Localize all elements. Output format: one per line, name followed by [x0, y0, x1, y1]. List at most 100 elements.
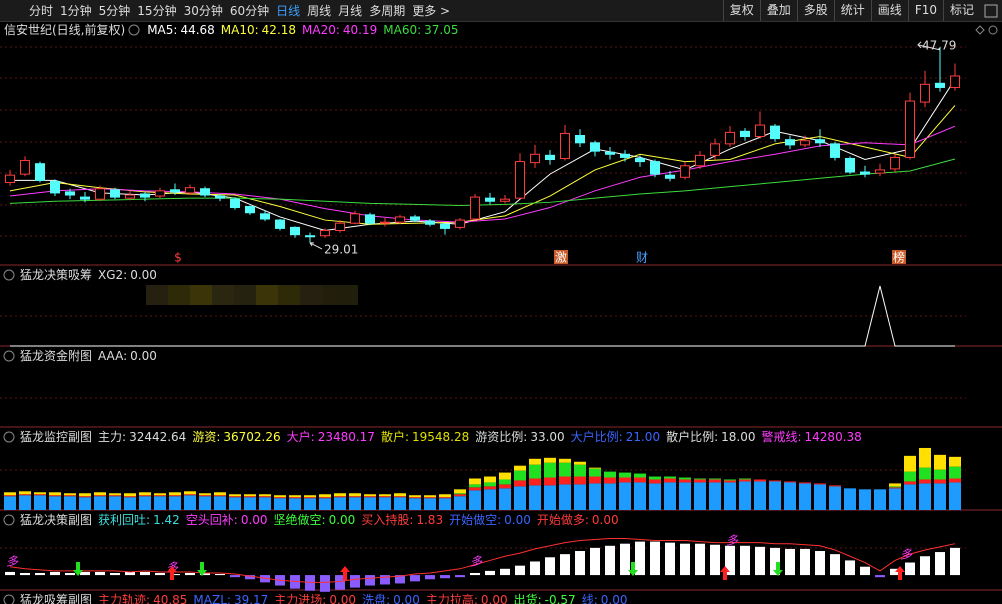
ma-label: MA5: — [147, 23, 178, 37]
monitor-bar — [244, 497, 256, 510]
low-pointer — [309, 242, 323, 250]
monitor-bar — [664, 476, 676, 479]
decision-bar — [815, 551, 825, 576]
monitor-bar — [574, 464, 586, 477]
candle-body — [125, 194, 135, 199]
indicator-label: 空头回补: — [185, 513, 238, 527]
decision-bar — [425, 575, 435, 580]
period-tabs: 分时 1分钟 5分钟 15分钟 30分钟 60分钟 日线 周线 月线 多周期 更多 > — [22, 0, 450, 21]
monitor-bar — [589, 483, 601, 510]
candle-body — [290, 226, 300, 236]
monitor-bar — [649, 479, 661, 484]
monitor-bar — [889, 487, 901, 489]
monitor-bar — [379, 496, 391, 498]
indicator-value: 33.00 — [530, 430, 565, 444]
monitor-bar — [469, 484, 481, 488]
indicator-value: -0.57 — [544, 593, 576, 604]
monitor-bar — [199, 496, 211, 510]
period-tab[interactable]: 1分钟 — [60, 4, 92, 18]
decision-bar — [5, 571, 15, 576]
monitor-bar — [64, 493, 76, 496]
indicator-value: 0.00 — [591, 513, 619, 527]
monitor-bar — [859, 489, 871, 510]
monitor-bar — [289, 495, 301, 498]
candle-body — [860, 171, 870, 175]
decision-bar — [470, 572, 480, 576]
indicator-label: 线: — [581, 593, 598, 604]
monitor-bar — [109, 493, 121, 496]
candle-body — [770, 125, 780, 140]
period-tab[interactable]: 分时 — [29, 4, 54, 18]
decision-bar — [605, 545, 615, 576]
monitor-bar — [904, 481, 916, 485]
circle-icon[interactable] — [988, 25, 998, 35]
decision-bar — [35, 572, 45, 576]
settings-icon[interactable] — [984, 4, 998, 18]
candle-body — [740, 130, 750, 138]
monitor-bar — [529, 464, 541, 479]
decision-bar — [590, 547, 600, 576]
indicator-label: 游资比例: — [475, 430, 528, 444]
period-tab[interactable]: 30分钟 — [183, 4, 223, 18]
monitor-bar — [364, 494, 376, 497]
indicator-value: 32442.64 — [129, 430, 187, 444]
panel-title: 猛龙监控副图 — [20, 430, 93, 444]
tool-button[interactable]: 多股 — [796, 0, 834, 21]
period-tab[interactable]: 日线 — [276, 4, 301, 18]
candle-body — [665, 174, 675, 179]
dropdown-icon[interactable] — [128, 24, 140, 36]
period-tab[interactable]: 月线 — [338, 4, 363, 18]
monitor-bar — [559, 458, 571, 463]
indicator-value: 18.00 — [721, 430, 756, 444]
decision-bar — [920, 556, 930, 576]
tool-button[interactable]: 复权 — [722, 0, 760, 21]
monitor-bar — [349, 493, 361, 497]
high-pointer — [917, 41, 941, 51]
indicator-value: 19548.28 — [412, 430, 470, 444]
monitor-bar — [604, 477, 616, 484]
indicator-value: 36702.26 — [223, 430, 281, 444]
monitor-bar — [439, 498, 451, 510]
period-tab[interactable]: 60分钟 — [229, 4, 270, 18]
monitor-bar — [319, 498, 331, 510]
monitor-bar — [709, 478, 721, 480]
monitor-bar — [919, 447, 931, 468]
period-tab[interactable]: 5分钟 — [98, 4, 131, 18]
period-tab[interactable]: 15分钟 — [137, 4, 177, 18]
monitor-bar — [634, 473, 646, 478]
monitor-bar — [649, 483, 661, 510]
panel-icon — [3, 350, 15, 362]
monitor-bar — [484, 486, 496, 490]
monitor-bar — [784, 481, 796, 483]
monitor-bar — [529, 478, 541, 486]
candle-body — [920, 83, 930, 103]
period-tab[interactable]: 更多 > — [412, 4, 451, 18]
decision-bar — [935, 552, 945, 576]
tool-button[interactable]: 标记 — [942, 0, 980, 21]
monitor-bar — [334, 493, 346, 497]
monitor-bar — [589, 468, 601, 477]
candle-body — [5, 174, 15, 183]
tool-button[interactable]: F10 — [907, 0, 943, 21]
panel-title: 猛龙资金附图 — [20, 349, 93, 363]
candle-body — [485, 197, 495, 202]
monitor-bar — [244, 496, 256, 498]
monitor-bar — [274, 498, 286, 510]
indicator-label: 主力轨迹: — [98, 593, 151, 604]
decision-bar — [290, 575, 300, 589]
monitor-bar — [94, 492, 106, 496]
period-tab[interactable]: 多周期 — [369, 4, 406, 18]
candle-body — [335, 222, 345, 232]
indicator-label: 坚绝做空: — [273, 513, 326, 527]
tool-button[interactable]: 叠加 — [759, 0, 797, 21]
tool-button[interactable]: 画线 — [870, 0, 908, 21]
monitor-bar — [169, 492, 181, 496]
period-tab[interactable]: 周线 — [307, 4, 332, 18]
tool-button[interactable]: 统计 — [833, 0, 871, 21]
monitor-bar — [454, 496, 466, 510]
diamond-icon[interactable] — [975, 25, 985, 35]
indicator-label: 大户比例: — [570, 430, 623, 444]
monitor-bar — [304, 495, 316, 498]
event-marker: 财 — [636, 251, 648, 265]
low-label: 29.01 — [324, 242, 358, 256]
